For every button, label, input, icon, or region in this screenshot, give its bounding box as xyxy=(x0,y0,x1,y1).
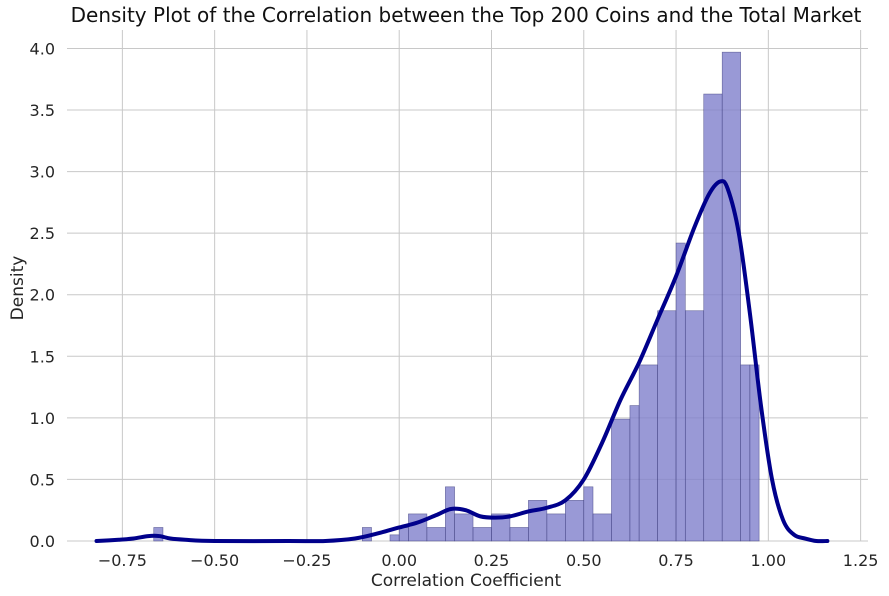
histogram-bar xyxy=(740,364,751,542)
y-axis-label: Density xyxy=(8,256,28,321)
y-tick-label: 4.0 xyxy=(30,39,55,58)
histogram-bars xyxy=(153,51,760,542)
histogram-bar xyxy=(565,500,585,542)
histogram-bar xyxy=(611,418,631,542)
x-tick-label: 1.00 xyxy=(751,551,787,570)
x-tick-label: 0.25 xyxy=(474,551,510,570)
histogram-bar xyxy=(398,527,409,542)
y-tick-label: 2.0 xyxy=(30,286,55,305)
histogram-bar xyxy=(426,527,446,542)
kde-curve xyxy=(94,179,830,544)
y-tick-label: 2.5 xyxy=(30,224,55,243)
y-tick-label: 0.5 xyxy=(30,470,55,489)
x-tick-label: −0.25 xyxy=(282,551,331,570)
histogram-bar xyxy=(657,310,677,542)
x-tick-label: 0.50 xyxy=(566,551,602,570)
y-tick-label: 3.0 xyxy=(30,163,55,182)
histogram-bar xyxy=(703,93,723,542)
histogram-bar xyxy=(684,310,705,542)
histogram-bar xyxy=(675,242,686,542)
histogram-bar xyxy=(509,527,529,542)
y-axis-ticks: 0.0 0.5 1.0 1.5 2.0 2.5 3.0 3.5 4.0 xyxy=(30,39,55,551)
histogram-bar xyxy=(472,527,492,542)
x-tick-label: 1.25 xyxy=(843,551,879,570)
x-axis-label: Correlation Coefficient xyxy=(371,571,562,591)
x-axis-ticks: −0.75 −0.50 −0.25 0.00 0.25 0.50 0.75 1.00 1.25 xyxy=(98,551,879,570)
y-tick-label: 0.0 xyxy=(30,532,55,551)
x-tick-label: 0.00 xyxy=(381,551,417,570)
y-tick-label: 3.5 xyxy=(30,101,55,120)
x-tick-label: −0.75 xyxy=(98,551,147,570)
histogram-bar xyxy=(445,486,455,542)
histogram-bar xyxy=(721,51,741,542)
histogram-bar xyxy=(454,513,474,542)
histogram-bar xyxy=(638,364,658,542)
x-tick-label: −0.50 xyxy=(190,551,239,570)
histogram-bar xyxy=(389,534,400,542)
chart-title: Density Plot of the Correlation between … xyxy=(71,3,862,27)
histogram-bar xyxy=(629,405,640,542)
y-tick-label: 1.5 xyxy=(30,347,55,366)
x-tick-label: 0.75 xyxy=(658,551,694,570)
histogram-bar xyxy=(583,486,594,542)
y-tick-label: 1.0 xyxy=(30,409,55,428)
histogram-bar xyxy=(592,513,612,542)
histogram-bar xyxy=(546,513,566,542)
